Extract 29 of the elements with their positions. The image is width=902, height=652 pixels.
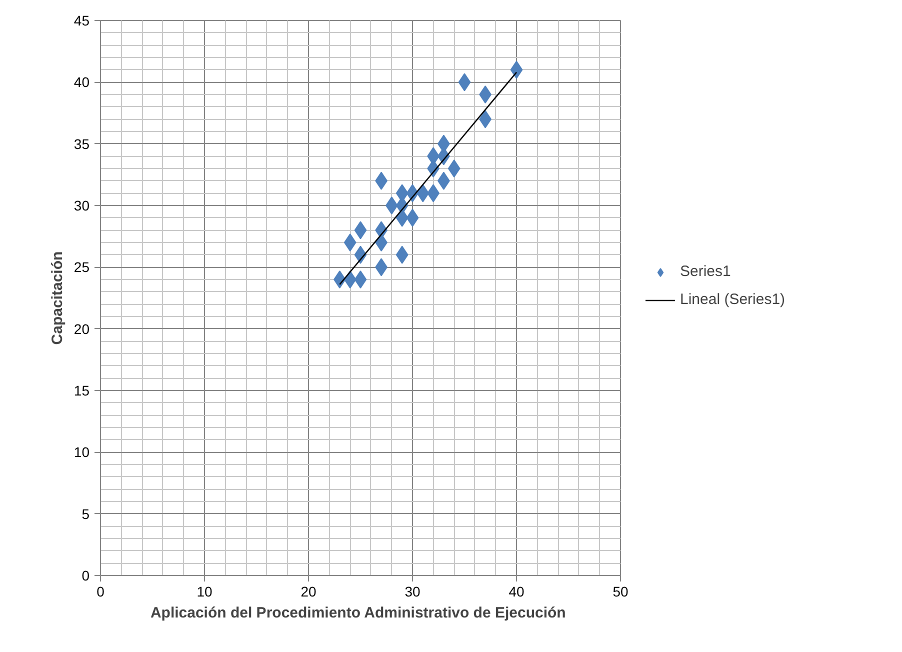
- point: [458, 73, 471, 92]
- x-tick-label: 20: [300, 584, 316, 600]
- point: [354, 270, 367, 288]
- y-tick-label: 35: [74, 136, 90, 152]
- x-tick-label: 50: [612, 584, 628, 600]
- legend-label: Lineal (Series1): [680, 291, 786, 308]
- x-axis-title: Aplicación del Procedimiento Administrativo de Ejecución: [150, 604, 566, 622]
- point: [396, 246, 408, 264]
- y-tick-label: 40: [74, 74, 90, 90]
- y-axis-title: Capacitación: [48, 251, 66, 345]
- y-tick-label: 45: [74, 12, 90, 28]
- y-tick-label: 20: [74, 320, 90, 337]
- y-tick-label: 0: [82, 568, 90, 584]
- point: [354, 221, 367, 240]
- x-tick-label: 0: [96, 584, 105, 600]
- point: [510, 60, 523, 79]
- legend-label: Series1: [680, 263, 731, 280]
- point: [406, 208, 419, 227]
- y-tick-label: 30: [74, 198, 90, 214]
- y-tick-label: 5: [82, 506, 90, 522]
- y-tick-label: 25: [74, 259, 90, 276]
- x-tick-label: 30: [404, 584, 420, 600]
- point: [416, 184, 430, 202]
- x-tick-label: 40: [508, 584, 524, 600]
- x-tick-label: 10: [196, 584, 212, 600]
- point: [344, 234, 356, 252]
- y-tick-label: 10: [74, 444, 90, 460]
- y-tick-label: 15: [74, 382, 90, 398]
- point: [448, 160, 460, 178]
